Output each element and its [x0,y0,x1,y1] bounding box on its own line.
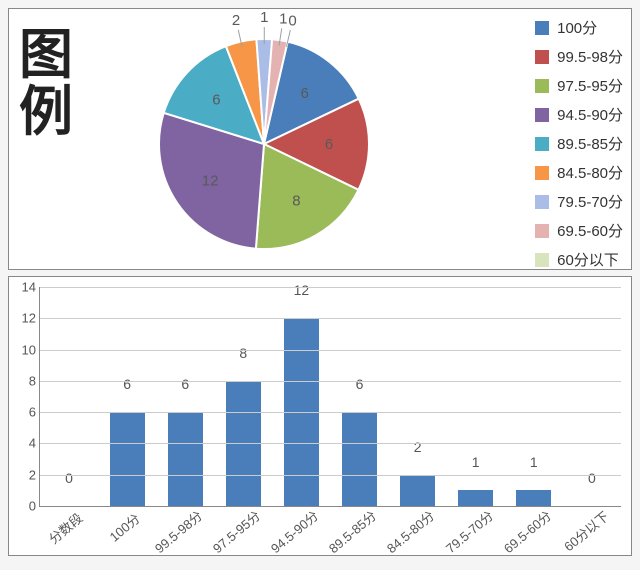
legend-item: 100分 [535,17,623,38]
pie-value-label: 1 [260,9,268,26]
pie-chart-panel: 图 例 6681262110 100分99.5-98分97.5-95分94.5-… [8,8,632,270]
legend-swatch [535,166,549,180]
legend-swatch [535,224,549,238]
bar-value-label: 12 [294,282,310,300]
y-tick-label: 4 [14,436,36,451]
y-tick-label: 14 [14,280,36,295]
pie-value-label: 6 [325,136,333,153]
legend-label: 79.5-70分 [557,191,623,212]
pie-title: 图 例 [19,27,73,140]
x-tick-label: 99.5-98分 [150,506,206,557]
bar-slot: 1 [447,287,505,506]
legend-item: 99.5-98分 [535,46,623,67]
bar-value-label: 0 [588,470,596,488]
y-tick-label: 10 [14,342,36,357]
legend-label: 84.5-80分 [557,162,623,183]
legend-swatch [535,108,549,122]
x-tick-label: 69.5-60分 [499,506,555,557]
x-tick-label: 84.5-80分 [382,506,438,557]
bar-value-label: 1 [530,454,538,472]
pie-value-label: 6 [301,85,309,102]
bar-slot: 6 [330,287,388,506]
legend-swatch [535,21,549,35]
bar-slot: 0 [563,287,621,506]
grid-line [40,443,621,444]
bar [110,412,145,506]
legend-item: 94.5-90分 [535,104,623,125]
bar-value-label: 2 [414,439,422,457]
bar [516,490,551,506]
bar [168,412,203,506]
bar-slot: 8 [214,287,272,506]
x-tick-label: 60分以下 [559,506,612,555]
bar-slot: 1 [505,287,563,506]
bar [458,490,493,506]
legend-swatch [535,137,549,151]
bar [400,475,435,506]
bar-chart-panel: 06681262110 02468101214 分数段100分99.5-98分9… [8,276,632,556]
bar-value-label: 6 [123,376,131,394]
legend-label: 89.5-85分 [557,133,623,154]
legend-label: 60分以下 [557,249,619,270]
bar-slot: 12 [272,287,330,506]
legend-item: 97.5-95分 [535,75,623,96]
pie-value-label: 1 [279,10,287,27]
legend-swatch [535,50,549,64]
bar-plot-area: 06681262110 02468101214 [39,287,621,507]
legend-label: 69.5-60分 [557,220,623,241]
bar-value-label: 6 [181,376,189,394]
legend-label: 99.5-98分 [557,46,623,67]
legend-item: 60分以下 [535,249,623,270]
bar-value-label: 1 [472,454,480,472]
grid-line [40,318,621,319]
pie-value-label: 6 [212,92,220,109]
bar [342,412,377,506]
legend-swatch [535,195,549,209]
bar-value-label: 8 [239,345,247,363]
legend-item: 89.5-85分 [535,133,623,154]
grid-line [40,475,621,476]
legend-item: 69.5-60分 [535,220,623,241]
legend-item: 84.5-80分 [535,162,623,183]
grid-line [40,350,621,351]
y-tick-label: 8 [14,373,36,388]
grid-line [40,287,621,288]
x-tick-label: 79.5-70分 [441,506,497,557]
legend-swatch [535,253,549,267]
pie-value-label: 0 [288,12,296,29]
legend-item: 79.5-70分 [535,191,623,212]
pie-value-label: 2 [232,12,240,29]
legend-swatch [535,79,549,93]
bar-value-label: 6 [356,376,364,394]
bar-value-label: 0 [65,470,73,488]
grid-line [40,412,621,413]
pie-value-label: 12 [202,173,219,190]
y-tick-label: 0 [14,499,36,514]
x-axis-labels: 分数段 100分99.5-98分97.5-95分94.5-90分89.5-85分8… [39,507,621,555]
bar-slot: 6 [156,287,214,506]
x-tick-label: 97.5-95分 [208,506,264,557]
y-tick-label: 2 [14,467,36,482]
x-tick-label: 分数段 [44,508,86,548]
x-tick-label: 94.5-90分 [266,506,322,557]
pie-value-label: 8 [292,192,300,209]
legend-label: 100分 [557,17,597,38]
legend-label: 94.5-90分 [557,104,623,125]
bar-slot: 6 [98,287,156,506]
pie-legend: 100分 99.5-98分 97.5-95分 94.5-90分 89.5-85分 84.5… [535,17,623,278]
x-tick-label: 100分 [105,509,144,546]
grid-line [40,381,621,382]
y-tick-label: 12 [14,311,36,326]
legend-label: 97.5-95分 [557,75,623,96]
bars-container: 0 6 6 8 12 6 2 1 1 0 [40,287,621,506]
bar-slot: 2 [389,287,447,506]
x-tick-label: 89.5-85分 [324,506,380,557]
y-tick-label: 6 [14,405,36,420]
bar-slot: 0 [40,287,98,506]
